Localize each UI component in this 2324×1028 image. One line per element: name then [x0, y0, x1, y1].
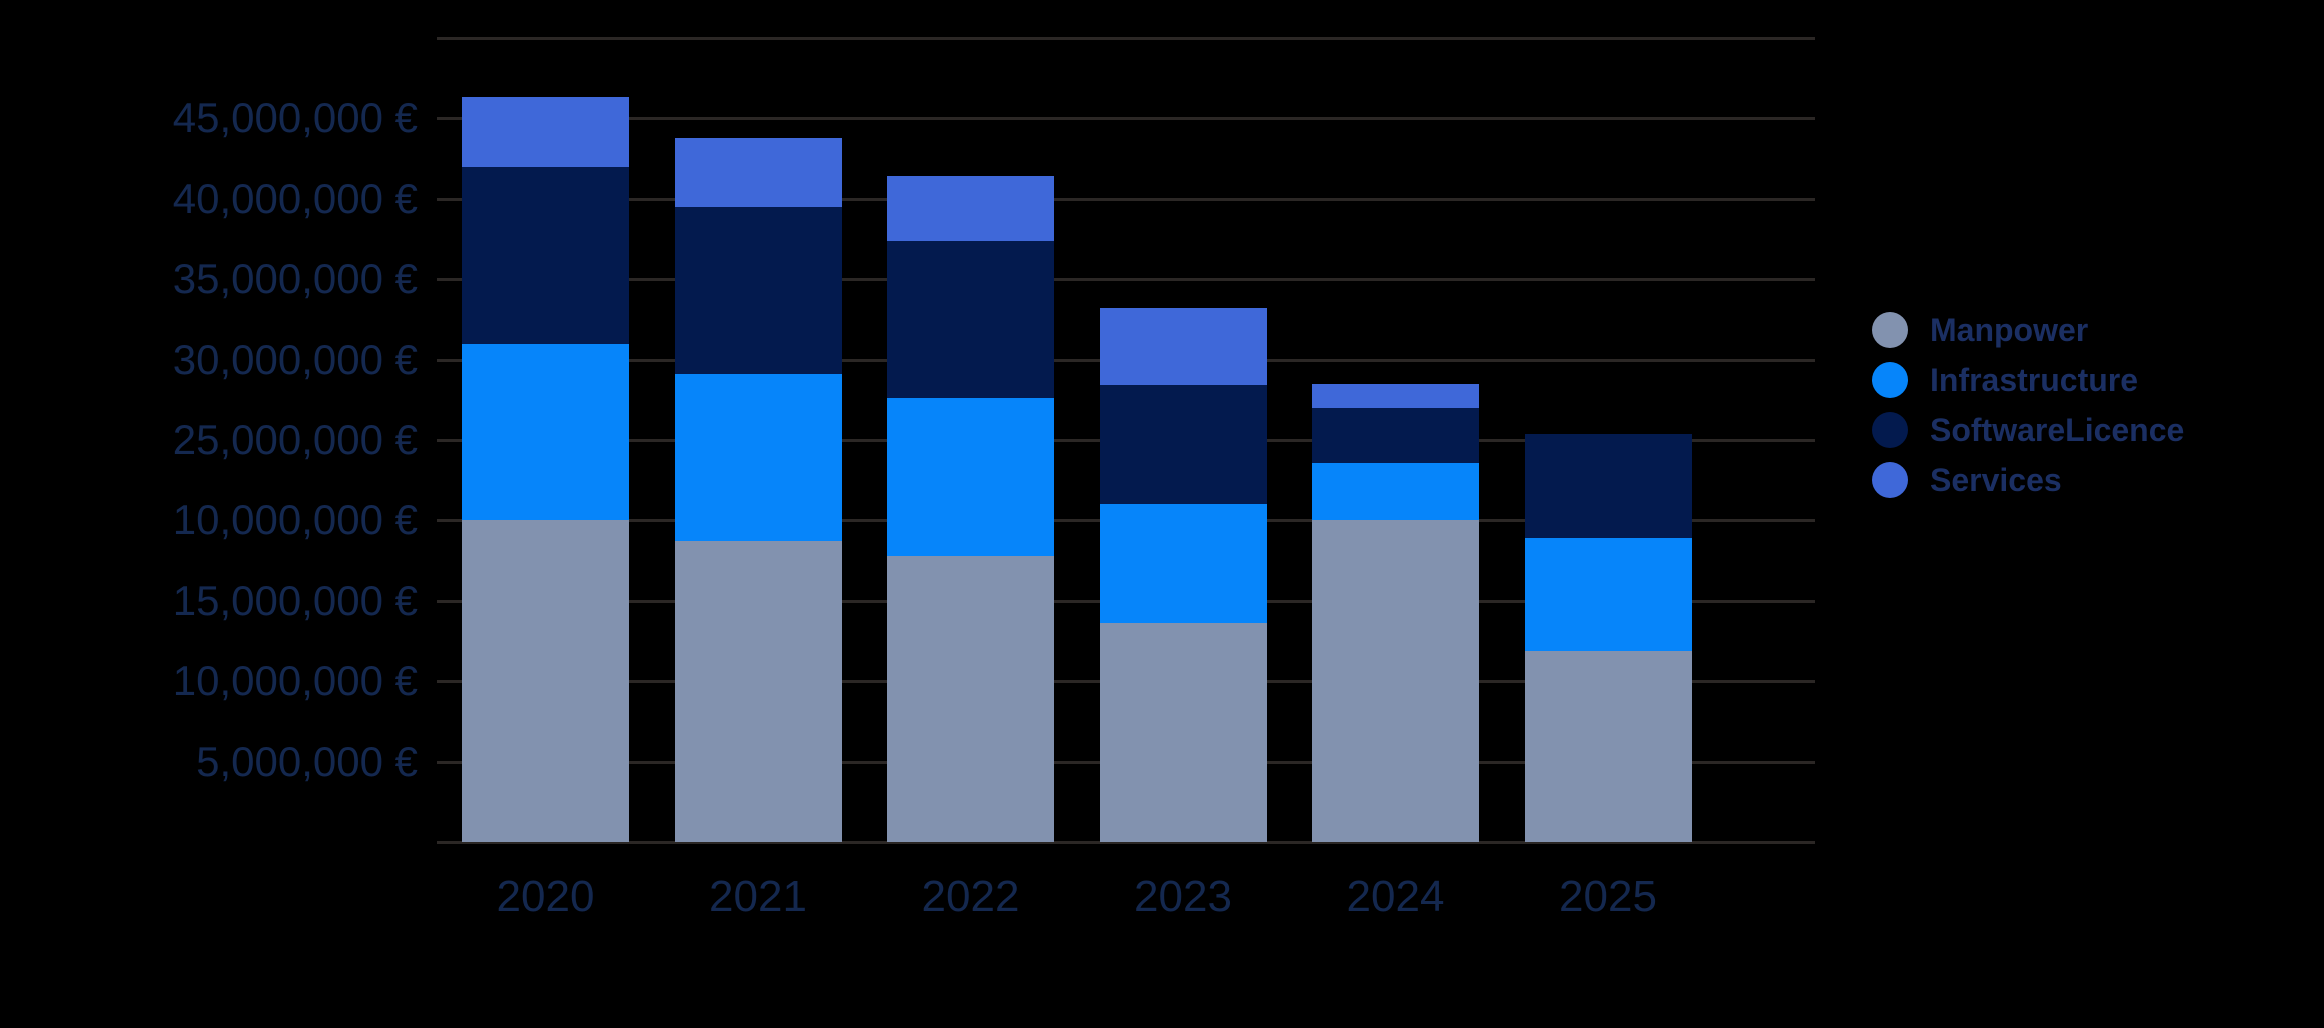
legend-item-services[interactable]: Services: [1872, 455, 2062, 505]
bar-segment-2023-manpower[interactable]: [1099, 623, 1267, 842]
y-tick-label: 10,000,000 €: [172, 496, 418, 544]
bar-segment-2021-manpower[interactable]: [674, 541, 842, 842]
bar-segment-2020-softwarelicence[interactable]: [462, 166, 629, 344]
bar-segment-2022-manpower[interactable]: [887, 555, 1054, 842]
legend-label: Services: [1930, 461, 2062, 498]
legend-item-infrastructure[interactable]: Infrastructure: [1872, 355, 2138, 405]
bar-segment-2024-manpower[interactable]: [1312, 520, 1479, 842]
bar-segment-2025-infrastructure[interactable]: [1524, 538, 1692, 651]
legend-swatch-circle-icon: [1872, 312, 1908, 348]
legend-swatch-circle-icon: [1872, 362, 1908, 398]
bar-segment-2025-softwarelicence[interactable]: [1524, 433, 1692, 539]
legend-label: Infrastructure: [1930, 361, 2139, 398]
y-tick-label: 10,000,000 €: [172, 657, 418, 705]
legend-swatch-circle-icon: [1872, 462, 1908, 498]
x-tick-label-2020: 2020: [496, 872, 595, 921]
bar-segment-2020-manpower[interactable]: [462, 520, 629, 842]
bar-segment-2022-services[interactable]: [887, 176, 1054, 241]
bar-segment-2022-softwarelicence[interactable]: [887, 240, 1054, 399]
legend-item-softwarelicence[interactable]: SoftwareLicence: [1872, 405, 2184, 455]
bar-segment-2021-softwarelicence[interactable]: [674, 206, 842, 375]
bar-segment-2023-softwarelicence[interactable]: [1099, 385, 1267, 505]
bar-segment-2020-infrastructure[interactable]: [462, 343, 629, 521]
x-tick-label-2025: 2025: [1559, 872, 1657, 921]
y-tick-label: 5,000,000 €: [196, 737, 418, 785]
bar-segment-2020-services[interactable]: [462, 97, 629, 167]
bar-segment-2024-services[interactable]: [1312, 383, 1479, 408]
plot-area: [437, 37, 1815, 844]
legend-label: SoftwareLicence: [1930, 411, 2185, 448]
gridline: [437, 841, 1815, 844]
x-tick-label-2023: 2023: [1134, 872, 1232, 921]
y-tick-label: 45,000,000 €: [172, 94, 418, 142]
legend-label: Manpower: [1930, 311, 2089, 348]
y-tick-label: 35,000,000 €: [172, 255, 418, 303]
y-tick-label: 30,000,000 €: [172, 335, 418, 383]
legend-swatch-circle-icon: [1872, 412, 1908, 448]
x-tick-label-2022: 2022: [921, 872, 1020, 921]
bar-segment-2023-infrastructure[interactable]: [1099, 504, 1267, 624]
y-tick-label: 40,000,000 €: [172, 174, 418, 222]
bar-segment-2025-manpower[interactable]: [1524, 650, 1692, 842]
gridline: [437, 117, 1815, 121]
bar-segment-2023-services[interactable]: [1099, 308, 1267, 386]
gridline: [437, 197, 1815, 201]
bar-segment-2022-infrastructure[interactable]: [887, 398, 1054, 556]
bar-segment-2021-services[interactable]: [674, 137, 842, 207]
x-tick-label-2021: 2021: [709, 872, 807, 921]
bar-segment-2024-infrastructure[interactable]: [1312, 462, 1479, 521]
legend-item-manpower[interactable]: Manpower: [1872, 305, 2088, 355]
y-tick-label: 25,000,000 €: [172, 416, 418, 463]
gridline: [437, 37, 1815, 41]
x-tick-label-2024: 2024: [1346, 872, 1445, 921]
bar-segment-2024-softwarelicence[interactable]: [1312, 407, 1479, 463]
y-tick-label: 15,000,000 €: [172, 576, 418, 624]
gridline: [437, 278, 1815, 282]
bar-segment-2021-infrastructure[interactable]: [674, 374, 842, 542]
